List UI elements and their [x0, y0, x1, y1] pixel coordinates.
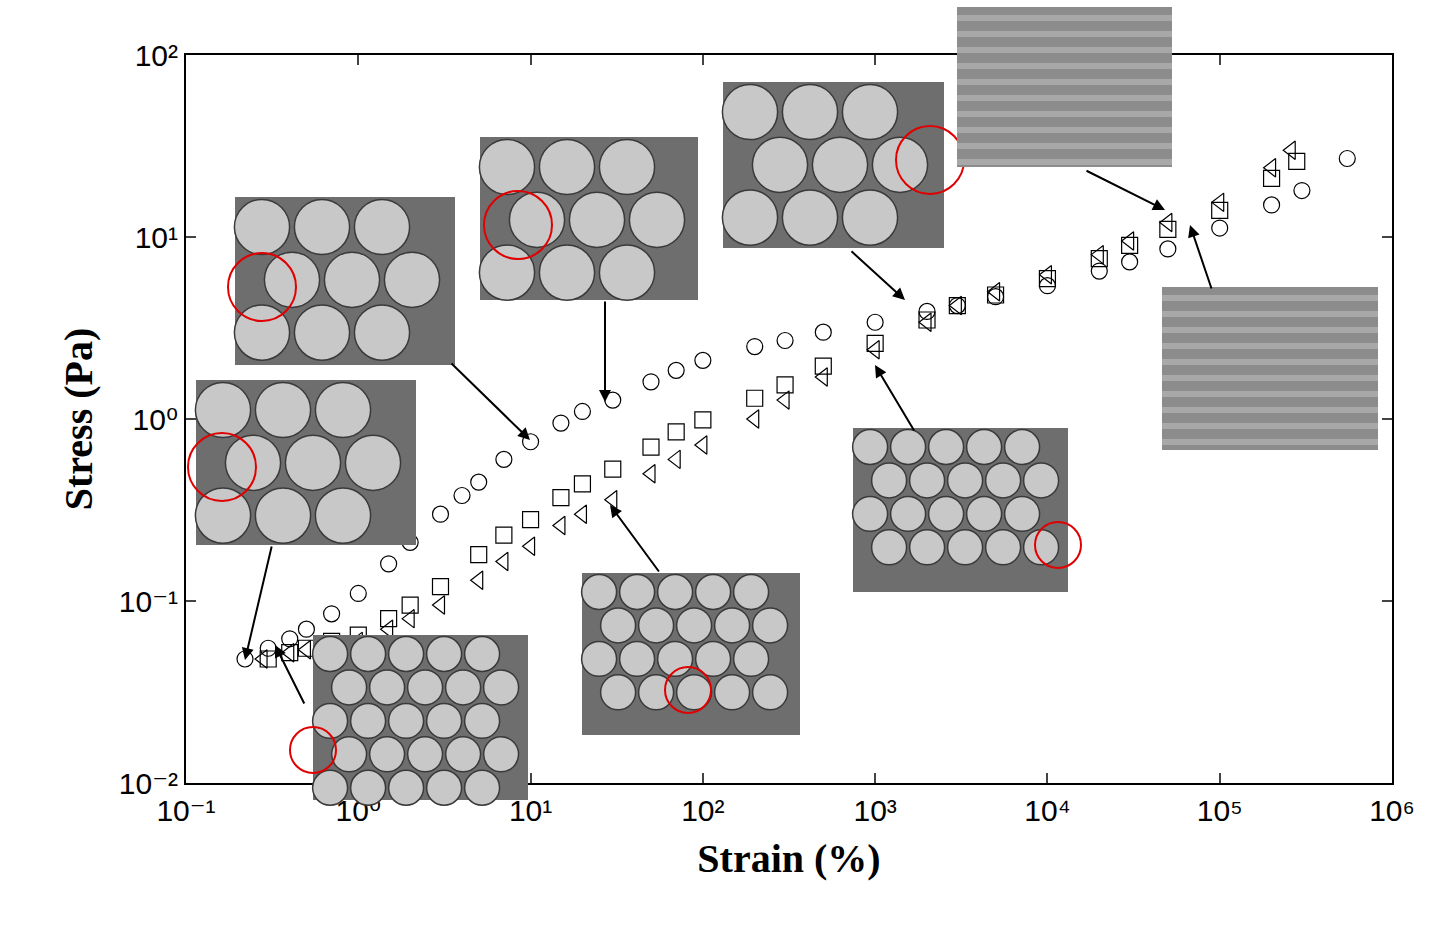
svg-text:10⁻¹: 10⁻¹: [156, 794, 215, 827]
svg-text:10³: 10³: [853, 794, 896, 827]
svg-text:10⁶: 10⁶: [1369, 794, 1415, 827]
svg-text:10²: 10²: [681, 794, 724, 827]
svg-text:10¹: 10¹: [509, 794, 552, 827]
svg-text:10¹: 10¹: [135, 221, 178, 254]
svg-text:Strain (%): Strain (%): [697, 836, 880, 881]
svg-text:10⁰: 10⁰: [336, 794, 381, 827]
svg-text:Stress (Pa): Stress (Pa): [56, 328, 101, 511]
svg-text:10⁻¹: 10⁻¹: [119, 585, 178, 618]
svg-text:10⁰: 10⁰: [133, 403, 178, 436]
svg-text:10⁵: 10⁵: [1197, 794, 1243, 827]
svg-text:10⁻²: 10⁻²: [119, 767, 178, 800]
svg-text:10²: 10²: [135, 39, 178, 72]
svg-text:10⁴: 10⁴: [1024, 794, 1070, 827]
